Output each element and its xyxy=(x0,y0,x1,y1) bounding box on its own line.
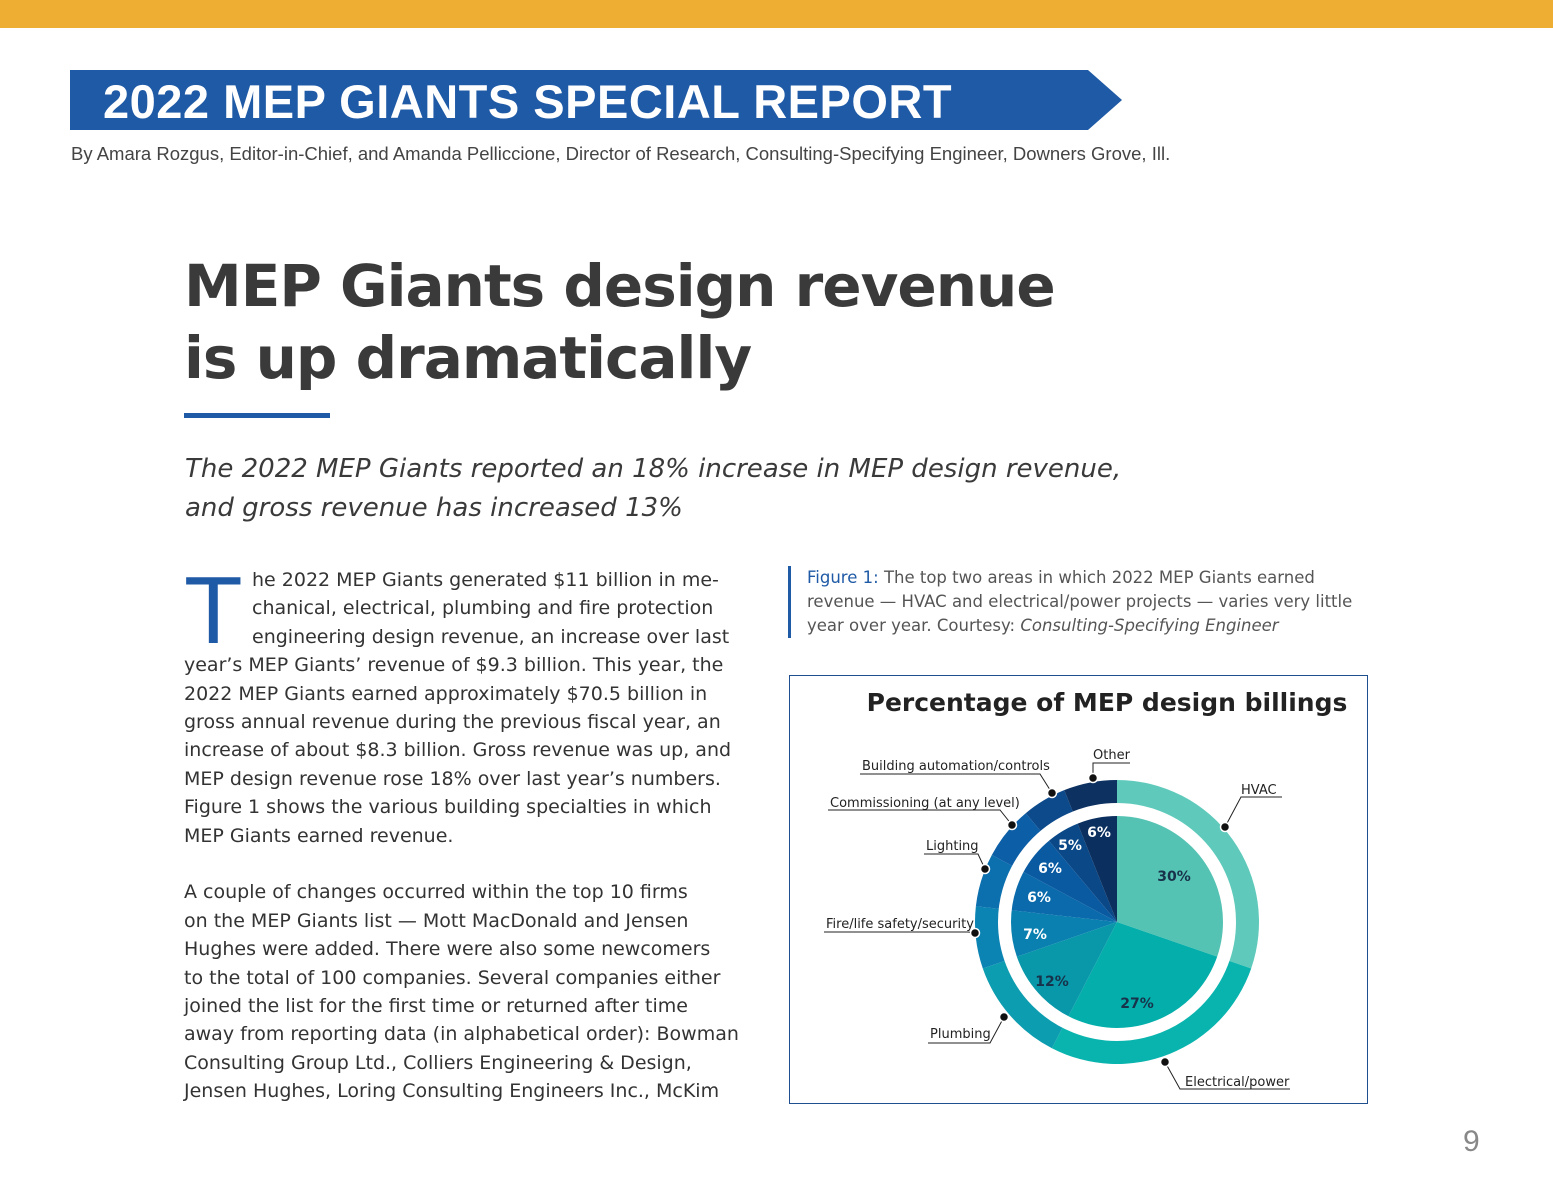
callout-leader-line xyxy=(828,809,1013,826)
chart-title: Percentage of MEP design billings xyxy=(867,688,1348,717)
slice-name-label: Lighting xyxy=(926,839,979,854)
caption-line: The top two areas in which 2022 MEP Gian… xyxy=(883,568,1315,587)
chart-frame xyxy=(789,675,1368,1104)
title-line: MEP Giants design revenue xyxy=(184,252,1056,320)
slice-name-label: Electrical/power xyxy=(1185,1075,1290,1090)
outer-ring-segment xyxy=(975,854,1013,909)
callout-dot xyxy=(1219,821,1231,833)
callout-leader-line xyxy=(1224,796,1282,828)
top-accent-bar xyxy=(0,0,1553,28)
callout-dot xyxy=(998,1011,1010,1023)
callout-dot xyxy=(979,863,991,875)
pie-slice xyxy=(1117,815,1224,957)
slice-name-label: Commissioning (at any level) xyxy=(830,796,1020,811)
pie-slice xyxy=(1009,910,1117,957)
callout-dot xyxy=(1087,772,1099,784)
slice-name-label: HVAC xyxy=(1241,783,1277,798)
outer-ring-segment xyxy=(1117,780,1259,969)
body-line: A couple of changes occurred within the … xyxy=(184,881,688,904)
callout-leader-line xyxy=(860,773,1053,794)
callout-leader-line xyxy=(924,853,986,870)
body-line: MEP Giants earned revenue. xyxy=(184,824,454,847)
caption-line: year over year. Courtesy: xyxy=(807,616,1021,635)
slice-value-label: 6% xyxy=(1087,825,1111,841)
report-banner: 2022 MEP GIANTS SPECIAL REPORT xyxy=(70,70,1122,130)
body-line: Hughes were added. There were also some … xyxy=(184,938,711,961)
caption-line: revenue — HVAC and electrical/power proj… xyxy=(807,592,1353,611)
subtitle-line: and gross revenue has increased 13% xyxy=(185,493,683,523)
callout-dot xyxy=(1046,787,1058,799)
outer-ring-segment xyxy=(1051,960,1252,1064)
article-title: MEP Giants design revenue is up dramatic… xyxy=(184,250,1056,394)
body-line: away from reporting data (in alphabetica… xyxy=(184,1023,739,1046)
body-line: 2022 MEP Giants earned approximately $70… xyxy=(184,682,708,705)
body-line: joined the list for the first time or re… xyxy=(184,995,688,1018)
drop-cap: T xyxy=(184,557,243,664)
slice-value-label: 12% xyxy=(1035,974,1069,990)
byline: By Amara Rozgus, Editor-in-Chief, and Am… xyxy=(71,143,1171,164)
slice-name-label: Building automation/controls xyxy=(862,759,1050,774)
title-divider xyxy=(184,413,330,418)
body-line: he 2022 MEP Giants generated $11 billion… xyxy=(252,569,719,591)
pie-slice xyxy=(1077,815,1117,922)
article-body: T he 2022 MEP Giants generated $11 billi… xyxy=(184,557,764,1106)
body-line: chanical, electrical, plumbing and fire … xyxy=(252,597,714,620)
callout-leader-line xyxy=(824,931,976,934)
callout-leader-line xyxy=(1164,1061,1290,1090)
outer-ring-segment xyxy=(982,960,1063,1049)
body-line: Jensen Hughes, Loring Consulting Enginee… xyxy=(184,1080,720,1103)
pie-slice xyxy=(1067,922,1219,1030)
article-subtitle: The 2022 MEP Giants reported an 18% incr… xyxy=(185,450,1121,528)
slice-value-label: 30% xyxy=(1157,869,1191,885)
body-line: year’s MEP Giants’ revenue of $9.3 billi… xyxy=(184,654,724,677)
outer-ring-segment xyxy=(975,906,1006,969)
callout-leader-line xyxy=(1092,762,1130,778)
outer-ring-segment xyxy=(991,813,1042,867)
title-line: is up dramatically xyxy=(184,324,752,392)
pie-slice xyxy=(1048,822,1117,922)
figure-caption: Figure 1: The top two areas in which 202… xyxy=(788,566,1352,638)
paragraph-1: he 2022 MEP Giants generated $11 billion… xyxy=(184,566,764,850)
body-line: on the MEP Giants list — Mott MacDonald … xyxy=(184,909,689,932)
banner-arrow-shape xyxy=(70,70,1122,130)
banner-title: 2022 MEP GIANTS SPECIAL REPORT xyxy=(103,75,953,128)
slice-value-label: 27% xyxy=(1120,996,1154,1012)
paragraph-2: A couple of changes occurred within the … xyxy=(184,878,764,1105)
caption-courtesy: Consulting-Specifying Engineer xyxy=(1020,616,1279,635)
callout-dot xyxy=(969,927,981,939)
pie-slice xyxy=(1010,871,1117,922)
body-line: engineering design revenue, an increase … xyxy=(252,625,730,648)
body-line: Figure 1 shows the various building spec… xyxy=(184,796,712,819)
body-line: Consulting Group Ltd., Colliers Engineer… xyxy=(184,1051,692,1074)
slice-value-label: 6% xyxy=(1038,861,1062,877)
pie-slice xyxy=(1022,840,1117,922)
body-line: MEP design revenue rose 18% over last ye… xyxy=(184,767,721,790)
page-number: 9 xyxy=(1463,1125,1480,1158)
callout-dot xyxy=(1006,819,1018,831)
body-line: gross annual revenue during the previous… xyxy=(184,711,721,734)
body-line: to the total of 100 companies. Several c… xyxy=(184,966,721,989)
slice-name-label: Other xyxy=(1093,748,1131,763)
figure-label: Figure 1: xyxy=(807,568,879,587)
slice-value-label: 5% xyxy=(1058,838,1082,854)
subtitle-line: The 2022 MEP Giants reported an 18% incr… xyxy=(185,454,1122,484)
white-ring xyxy=(998,803,1236,1041)
body-line: increase of about $8.3 billion. Gross re… xyxy=(184,739,732,762)
slice-name-label: Plumbing xyxy=(930,1027,991,1042)
callout-leader-line xyxy=(928,1016,1005,1044)
slice-name-label: Fire/life safety/security xyxy=(826,917,974,932)
slice-value-label: 7% xyxy=(1023,927,1047,943)
outer-ring-segment xyxy=(1025,790,1074,832)
slice-value-label: 6% xyxy=(1027,890,1051,906)
callout-dot xyxy=(1159,1056,1171,1068)
pie-slice xyxy=(1015,922,1117,1018)
